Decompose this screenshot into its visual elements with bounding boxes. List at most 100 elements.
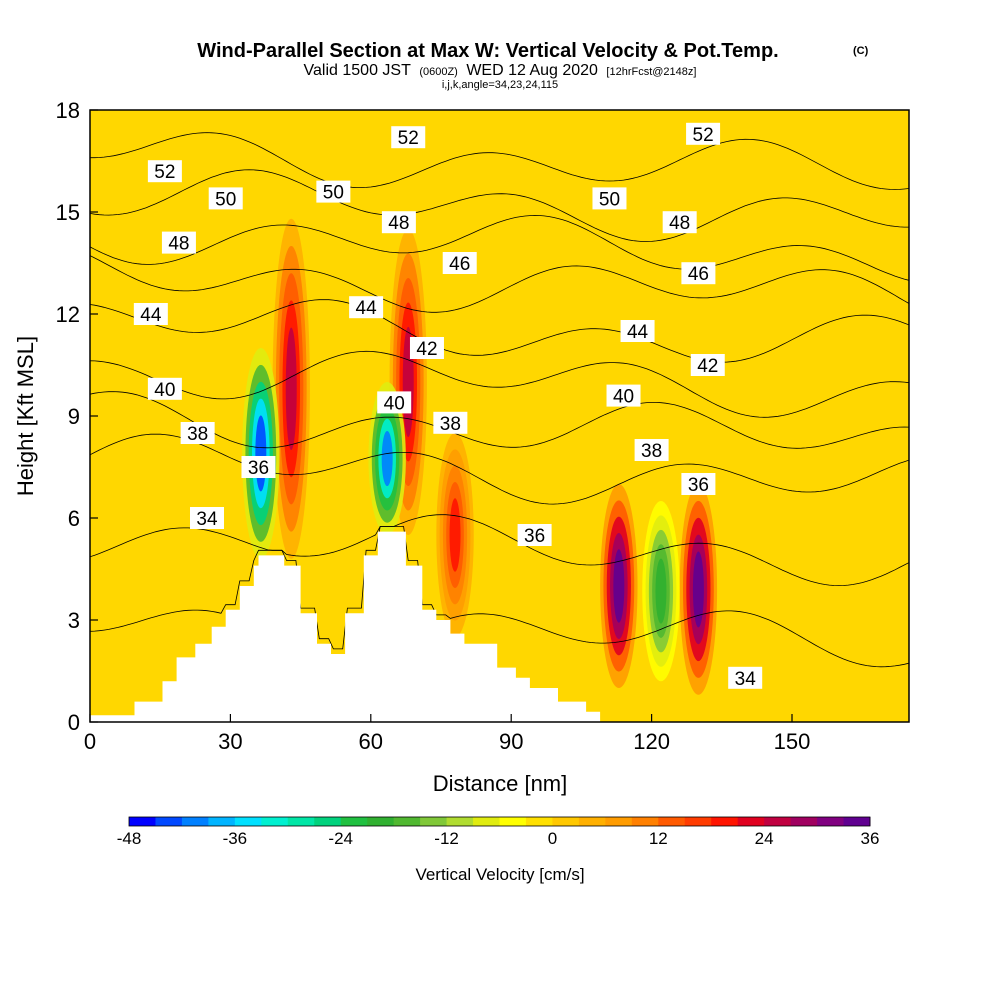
isentrope-label-box	[433, 411, 468, 434]
isentrope-line-50	[90, 169, 909, 242]
isentrope-label-box	[147, 160, 182, 183]
velocity-cell	[613, 549, 625, 623]
isentrope-label-text: 44	[627, 322, 649, 343]
chart-subtitle: Valid 1500 JST (0600Z) WED 12 Aug 2020 […	[304, 62, 697, 79]
vertical-velocity-field	[242, 218, 718, 695]
isentrope-label-text: 46	[449, 254, 470, 275]
isentrope-label-text: 40	[384, 393, 405, 414]
isentrope-line-46	[90, 255, 909, 313]
x-tick-label: 150	[774, 729, 811, 754]
isentrope-label: 36	[681, 473, 716, 496]
isentrope-labels: 34 34 36 36 36 38 38 38 40 40 40 42 42 44 44 44 46 46 48 48…	[133, 122, 763, 690]
colorbar-swatch	[420, 817, 448, 826]
isentrope-label-box	[180, 422, 215, 444]
colorbar-swatch	[658, 817, 686, 826]
isentrope-label-text: 40	[613, 387, 634, 408]
colorbar-swatch	[129, 817, 156, 826]
isentrope-label-text: 48	[168, 234, 189, 255]
isentrope-label-text: 48	[669, 213, 690, 234]
colorbar-swatch	[261, 817, 289, 826]
colorbar-swatch	[764, 817, 792, 826]
isentrope-label-text: 48	[388, 213, 409, 234]
isentrope-label-text: 40	[154, 380, 175, 401]
isentrope-label-text: 42	[697, 356, 718, 377]
isentrope-label-box	[190, 507, 224, 529]
isentrope-label-text: 34	[735, 669, 757, 690]
plot-area: 34 34 36 36 36 38 38 38 40 40 40 42 42 44 44 44 46 46 48 48…	[90, 110, 909, 722]
isentrope-label-text: 50	[215, 189, 236, 210]
isentrope-label-text: 52	[398, 128, 419, 149]
isentrope-label-box	[728, 666, 763, 689]
colorbar-swatch	[499, 817, 527, 826]
colorbar-swatch	[711, 817, 739, 826]
colorbar-swatch	[790, 817, 818, 826]
velocity-cell	[255, 415, 267, 492]
x-tick-label: 30	[218, 729, 242, 754]
isentrope-label: 50	[316, 180, 351, 204]
isentrope-label: 52	[391, 126, 426, 149]
colorbar-tick-label: -24	[328, 829, 353, 848]
isentrope-label: 50	[208, 187, 243, 210]
velocity-cell	[655, 558, 667, 624]
isentrope-label-text: 50	[599, 189, 620, 210]
isentrope-label: 40	[606, 384, 641, 408]
isentrope-label: 46	[442, 252, 477, 275]
colorbar-swatch	[181, 817, 209, 826]
isentrope-label-box	[241, 456, 276, 478]
isentrope-label-text: 52	[154, 162, 175, 183]
isentrope-label: 36	[241, 456, 276, 479]
isentrope-label-text: 50	[323, 183, 344, 204]
isentrope-label-box	[208, 187, 243, 210]
x-tick-label: 90	[499, 729, 523, 754]
isentrope-label-box	[381, 211, 416, 234]
isentrope-label: 40	[147, 377, 182, 401]
isentrope-label-text: 38	[187, 424, 208, 445]
isentrope-label: 40	[377, 391, 412, 414]
x-tick-label: 120	[633, 729, 670, 754]
y-tick-label: 12	[56, 302, 80, 327]
colorbar-swatch	[684, 817, 712, 826]
isentrope-label-text: 46	[688, 264, 709, 285]
colorbar-tick-label: -36	[223, 829, 248, 848]
isentrope-label-box	[686, 122, 721, 145]
colorbar-swatch	[552, 817, 580, 826]
isentrope-label: 44	[349, 296, 384, 319]
colorbar-swatch	[393, 817, 421, 826]
isentrope-line-36	[90, 514, 909, 587]
copyright-mark: (C)	[853, 45, 869, 57]
isentrope-label-text: 36	[248, 458, 269, 479]
velocity-cell	[692, 551, 704, 628]
isentrope-label: 34	[728, 666, 763, 690]
isentrope-label: 36	[517, 524, 552, 547]
isentrope-label-box	[662, 211, 697, 234]
velocity-cell	[381, 430, 393, 487]
colorbar-tick-label: -48	[117, 829, 142, 848]
colorbar-swatch	[155, 817, 183, 826]
isentrope-label-box	[391, 126, 426, 149]
terrain-profile	[90, 531, 601, 722]
colorbar-swatch	[208, 817, 236, 826]
colorbar-swatch	[340, 817, 368, 826]
colorbar-swatch	[314, 817, 342, 826]
grid-indices-line: i,j,k,angle=34,23,24,115	[442, 79, 558, 91]
isentrope-label-box	[592, 187, 627, 210]
isentrope-label: 38	[433, 411, 468, 435]
isentrope-label-text: 44	[140, 305, 162, 326]
isentrope-label-box	[161, 231, 196, 254]
x-tick-label: 60	[359, 729, 383, 754]
isentrope-label-text: 44	[356, 298, 378, 319]
colorbar-swatch	[446, 817, 474, 826]
isentrope-label-text: 36	[524, 526, 545, 547]
colorbar-tick-label: 36	[861, 829, 880, 848]
y-axis-label: Height [Kft MSL]	[13, 336, 38, 496]
isentrope-label-box	[409, 337, 444, 359]
colorbar-frame	[128, 816, 871, 827]
isentrope-label-box	[133, 303, 168, 325]
colorbar-swatch	[578, 817, 606, 826]
isentrope-label-box	[316, 180, 351, 203]
chart-title: Wind-Parallel Section at Max W: Vertical…	[197, 40, 778, 62]
colorbar-swatch	[605, 817, 633, 826]
isentrope-label: 50	[592, 187, 627, 210]
colorbar-tick-label: 24	[755, 829, 774, 848]
